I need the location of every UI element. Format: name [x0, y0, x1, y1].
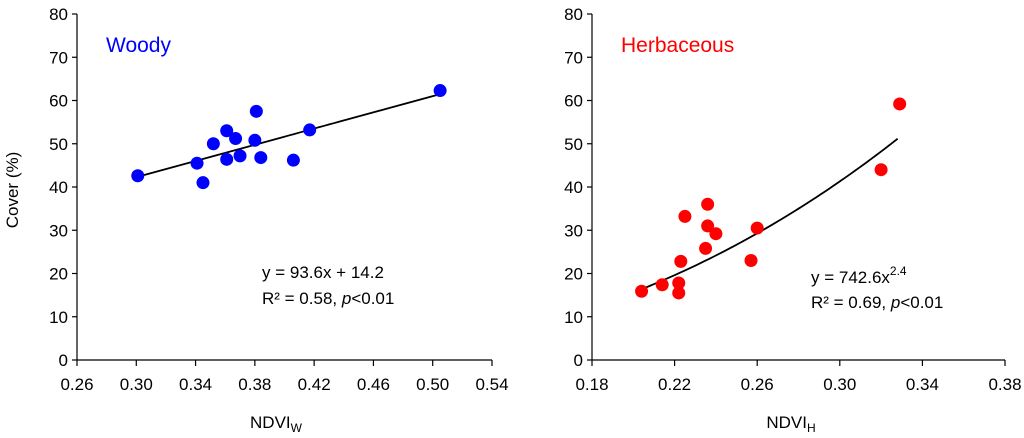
herbaceous-y-tick-label: 40	[564, 178, 583, 197]
herbaceous-data-point	[672, 286, 686, 300]
herbaceous-data-point	[709, 227, 723, 241]
herbaceous-y-tick-label: 60	[564, 92, 583, 111]
woody-y-tick-label: 60	[49, 92, 68, 111]
herbaceous-data-point	[874, 163, 888, 177]
woody-data-point	[229, 132, 243, 146]
herbaceous-x-tick-label: 0.18	[575, 375, 608, 394]
woody-y-tick-label: 10	[49, 308, 68, 327]
woody-trend-line	[137, 93, 441, 178]
woody-y-tick-label: 20	[49, 265, 68, 284]
woody-x-tick-label: 0.50	[416, 375, 449, 394]
woody-r2-text: R² = 0.58,	[262, 289, 342, 308]
herbaceous-x-tick-label: 0.34	[906, 375, 939, 394]
herbaceous-data-point	[701, 219, 715, 233]
herbaceous-data-point	[678, 209, 692, 223]
herbaceous-data-point	[655, 278, 669, 292]
woody-data-point	[303, 123, 317, 137]
woody-y-tick-label: 30	[49, 221, 68, 240]
woody-x-tick-label: 0.46	[357, 375, 390, 394]
herbaceous-r2-stats: R² = 0.69, p<0.01	[811, 293, 943, 312]
herbaceous-x-tick-label: 0.30	[823, 375, 856, 394]
herbaceous-data-point	[674, 254, 688, 268]
woody-data-point	[433, 84, 447, 98]
herbaceous-x-tick-label: 0.26	[741, 375, 774, 394]
herbaceous-x-label-sub: H	[807, 421, 816, 435]
herbaceous-x-label-main: NDVI	[766, 413, 807, 432]
herbaceous-x-tick-label: 0.38	[988, 375, 1021, 394]
woody-x-label-sub: W	[291, 421, 303, 435]
herbaceous-y-tick-label: 10	[564, 308, 583, 327]
woody-p-italic: p	[341, 289, 351, 308]
herbaceous-y-tick-label: 80	[564, 5, 583, 24]
herbaceous-y-tick-label: 0	[574, 351, 583, 370]
herbaceous-y-tick-label: 30	[564, 221, 583, 240]
woody-y-tick-label: 80	[49, 5, 68, 24]
woody-data-point	[206, 137, 220, 151]
woody-data-point	[248, 133, 262, 147]
woody-y-tick-label: 50	[49, 135, 68, 154]
woody-data-point	[233, 149, 247, 163]
herbaceous-r2-text: R² = 0.69,	[811, 293, 891, 312]
herbaceous-data-point	[750, 221, 764, 235]
woody-x-tick-label: 0.54	[475, 375, 508, 394]
woody-y-tick-label: 0	[59, 351, 68, 370]
herbaceous-data-point	[635, 284, 649, 298]
woody-data-point	[196, 176, 210, 190]
herbaceous-p-value: <0.01	[900, 293, 943, 312]
woody-plot-area: 0 10 20 30 40 50 60 70 80 0.26 0.30 0.34 0.38 0.42 0.4…	[49, 5, 508, 394]
herbaceous-panel: 0 10 20 30 40 50 60 70 80 0.18 0.22 0.26 0.30 0.34 0.3…	[564, 5, 1021, 435]
woody-data-point	[220, 152, 234, 166]
herbaceous-y-tick-label: 50	[564, 135, 583, 154]
herbaceous-data-point	[701, 197, 715, 211]
woody-x-axis-label: NDVIW	[250, 413, 303, 435]
woody-x-tick-label: 0.38	[238, 375, 271, 394]
herbaceous-equation-exponent: 2.4	[890, 264, 907, 278]
woody-data-point	[249, 104, 263, 118]
woody-y-tick-label: 70	[49, 48, 68, 67]
herbaceous-y-tick-label: 20	[564, 265, 583, 284]
woody-data-point	[286, 153, 300, 167]
woody-x-tick-label: 0.30	[120, 375, 153, 394]
herbaceous-data-point	[672, 276, 686, 290]
herbaceous-y-tick-label: 70	[564, 48, 583, 67]
woody-equation: y = 93.6x + 14.2	[262, 263, 384, 282]
herbaceous-data-point	[893, 97, 907, 111]
herbaceous-x-tick-label: 0.22	[658, 375, 691, 394]
herbaceous-data-point	[744, 254, 758, 268]
woody-p-value: <0.01	[351, 289, 394, 308]
woody-data-point	[220, 124, 234, 138]
woody-y-tick-label: 40	[49, 178, 68, 197]
herbaceous-plot-area: 0 10 20 30 40 50 60 70 80 0.18 0.22 0.26 0.30 0.34 0.3…	[564, 5, 1021, 394]
herbaceous-data-point	[699, 241, 713, 255]
herbaceous-equation-main: y = 742.6x	[811, 268, 890, 287]
woody-data-point	[190, 156, 204, 170]
woody-x-label-main: NDVI	[250, 413, 291, 432]
woody-x-tick-label: 0.26	[60, 375, 93, 394]
woody-panel-label: Woody	[106, 34, 171, 57]
woody-r2-stats: R² = 0.58, p<0.01	[262, 289, 394, 308]
herbaceous-trend-line	[641, 138, 899, 291]
woody-data-point	[131, 169, 145, 183]
y-axis-label: Cover (%)	[3, 152, 22, 229]
woody-x-tick-label: 0.42	[298, 375, 331, 394]
herbaceous-p-italic: p	[890, 293, 900, 312]
woody-data-point	[254, 151, 268, 165]
woody-x-tick-label: 0.34	[179, 375, 212, 394]
herbaceous-equation: y = 742.6x2.4	[811, 264, 907, 287]
herbaceous-x-axis-label: NDVIH	[766, 413, 815, 435]
woody-panel: 0 10 20 30 40 50 60 70 80 0.26 0.30 0.34 0.38 0.42 0.4…	[49, 5, 508, 435]
herbaceous-panel-label: Herbaceous	[621, 34, 734, 57]
